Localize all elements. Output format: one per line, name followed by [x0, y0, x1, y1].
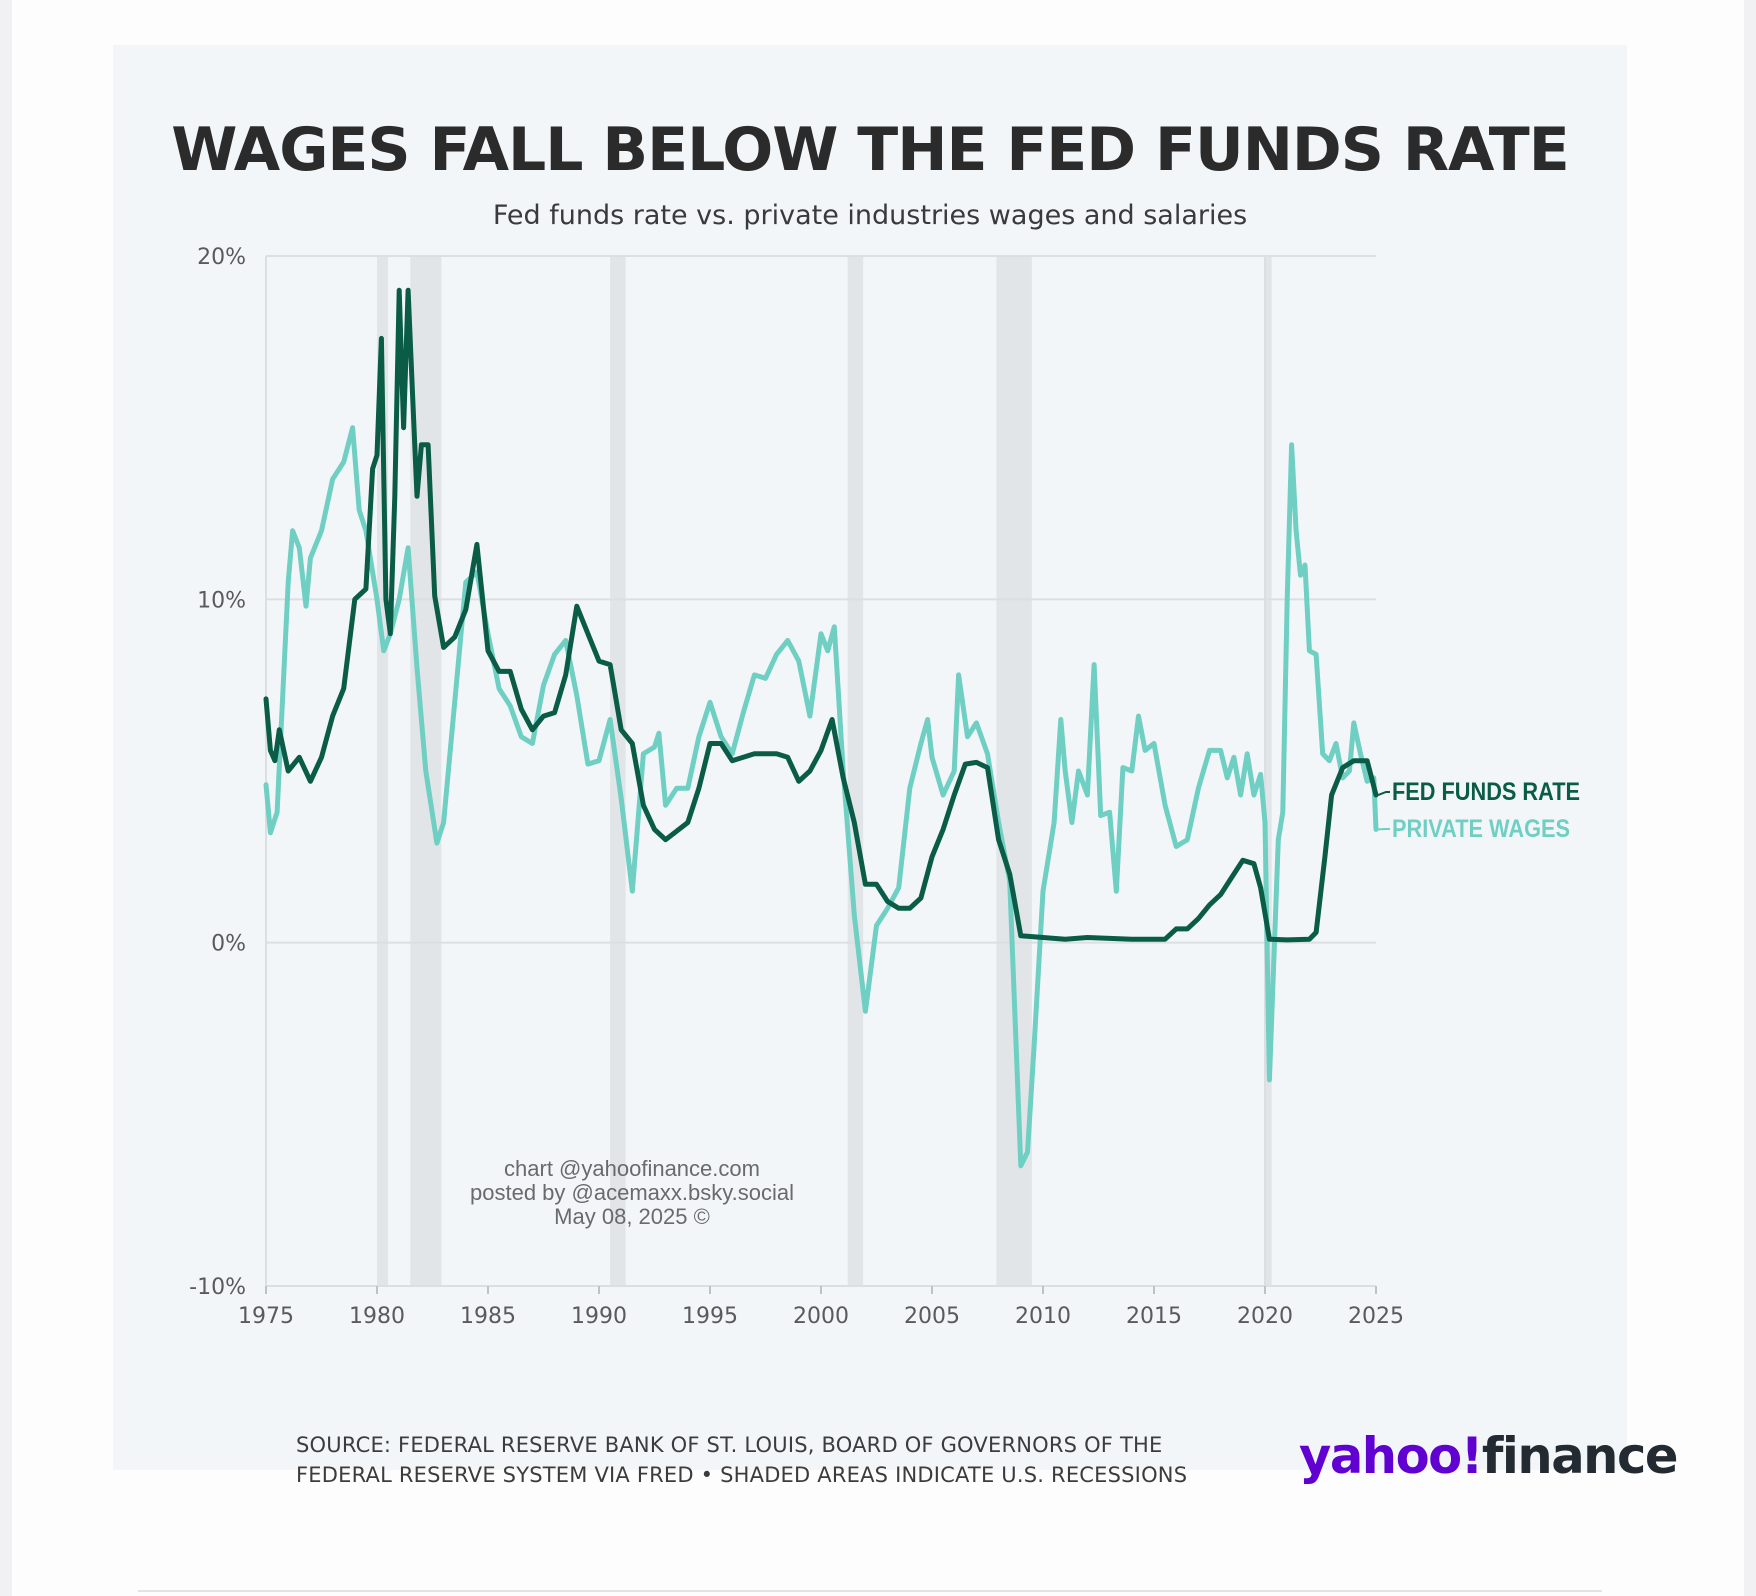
source-line: FEDERAL RESERVE SYSTEM VIA FRED • SHADED… — [296, 1463, 1188, 1487]
private-wages-line — [263, 425, 1379, 1169]
x-tick-label: 1995 — [682, 1304, 738, 1329]
yahoo-finance-logo: yahoo!finance — [1299, 1421, 1681, 1487]
x-axis: 1975 1980 1985 1990 1995 2000 2005 2010 2015 2020… — [238, 1286, 1404, 1329]
legend: FED FUNDS RATE PRIVATE WAGES — [1377, 778, 1580, 843]
svg-text:yahoo!finance: yahoo!finance — [1299, 1427, 1677, 1485]
source-note: SOURCE: FEDERAL RESERVE BANK OF ST. LOUI… — [296, 1430, 1256, 1490]
chart-subtitle: Fed funds rate vs. private industries wa… — [492, 200, 1248, 231]
watermark-line: posted by @acemaxx.bsky.social — [470, 1180, 794, 1205]
watermark-line: May 08, 2025 © — [554, 1204, 710, 1229]
fed-funds-rate-line — [263, 287, 1379, 943]
x-tick-label: 2020 — [1237, 1304, 1293, 1329]
fed-funds-rate-legend-label: FED FUNDS RATE — [1392, 778, 1580, 806]
x-tick-label: 2005 — [904, 1304, 960, 1329]
line-chart: 20% 10% 0% -10% 1975 1980 1985 1990 1995 2000 200… — [189, 245, 1580, 1329]
divider — [138, 1590, 1602, 1592]
gridlines — [265, 255, 1376, 1287]
recession-band — [996, 256, 1032, 1286]
series-lines — [263, 287, 1379, 1169]
source-line: SOURCE: FEDERAL RESERVE BANK OF ST. LOUI… — [296, 1433, 1163, 1457]
private-wages-legend-label: PRIVATE WAGES — [1392, 815, 1570, 843]
y-tick-label: 0% — [211, 932, 246, 957]
x-tick-label: 1990 — [571, 1304, 627, 1329]
watermark: chart @yahoofinance.com posted by @acema… — [432, 1157, 832, 1229]
chart-card: WAGES FALL BELOW THE FED FUNDS RATE Fed … — [113, 45, 1679, 1487]
recession-band — [1265, 256, 1272, 1286]
x-tick-label: 1980 — [349, 1304, 405, 1329]
chart-title: WAGES FALL BELOW THE FED FUNDS RATE — [171, 115, 1569, 185]
logo-finance-part: finance — [1482, 1427, 1677, 1485]
recession-band — [847, 256, 864, 1286]
x-tick-label: 1975 — [238, 1304, 294, 1329]
watermark-line: chart @yahoofinance.com — [504, 1156, 760, 1181]
x-tick-label: 2015 — [1126, 1304, 1182, 1329]
page: WAGES FALL BELOW THE FED FUNDS RATE Fed … — [12, 0, 1744, 1596]
y-tick-label: -10% — [189, 1275, 246, 1300]
x-tick-label: 2010 — [1015, 1304, 1071, 1329]
x-tick-label: 2000 — [793, 1304, 849, 1329]
y-tick-label: 10% — [197, 588, 246, 613]
y-tick-label: 20% — [197, 245, 246, 270]
y-axis: 20% 10% 0% -10% — [189, 245, 246, 1300]
logo-yahoo-part: yahoo! — [1299, 1427, 1482, 1485]
x-tick-label: 2025 — [1348, 1304, 1404, 1329]
recession-band — [377, 256, 389, 1286]
recession-shading — [377, 256, 1272, 1286]
x-tick-label: 1985 — [460, 1304, 516, 1329]
fed-funds-rate-legend-connector — [1377, 791, 1390, 796]
